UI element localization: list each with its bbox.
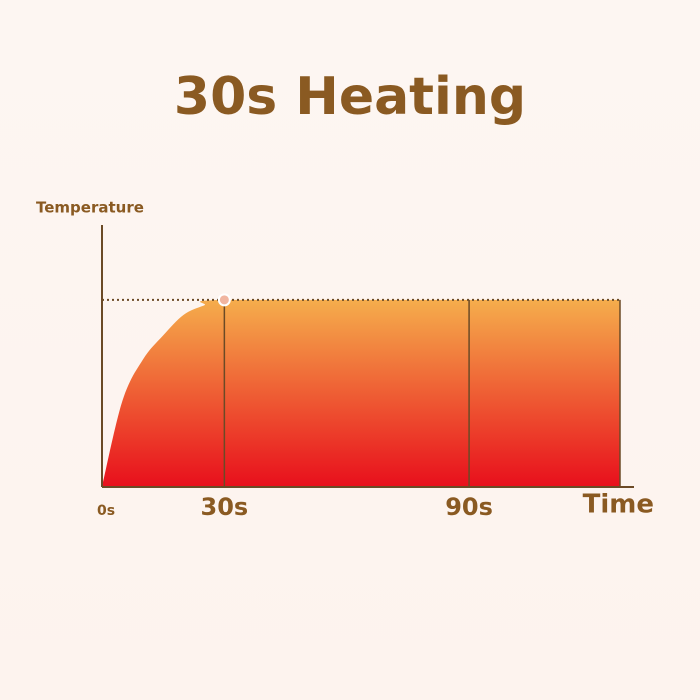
chart-title: 30s Heating	[174, 67, 526, 127]
y-axis-label: Temperature	[36, 199, 144, 217]
x-tick-label: 0s	[97, 503, 115, 519]
x-axis-label: Time	[583, 490, 654, 520]
marker	[217, 293, 231, 307]
x-tick-label: 30s	[201, 493, 249, 521]
x-tick-label: 90s	[445, 493, 493, 521]
area	[102, 299, 620, 487]
